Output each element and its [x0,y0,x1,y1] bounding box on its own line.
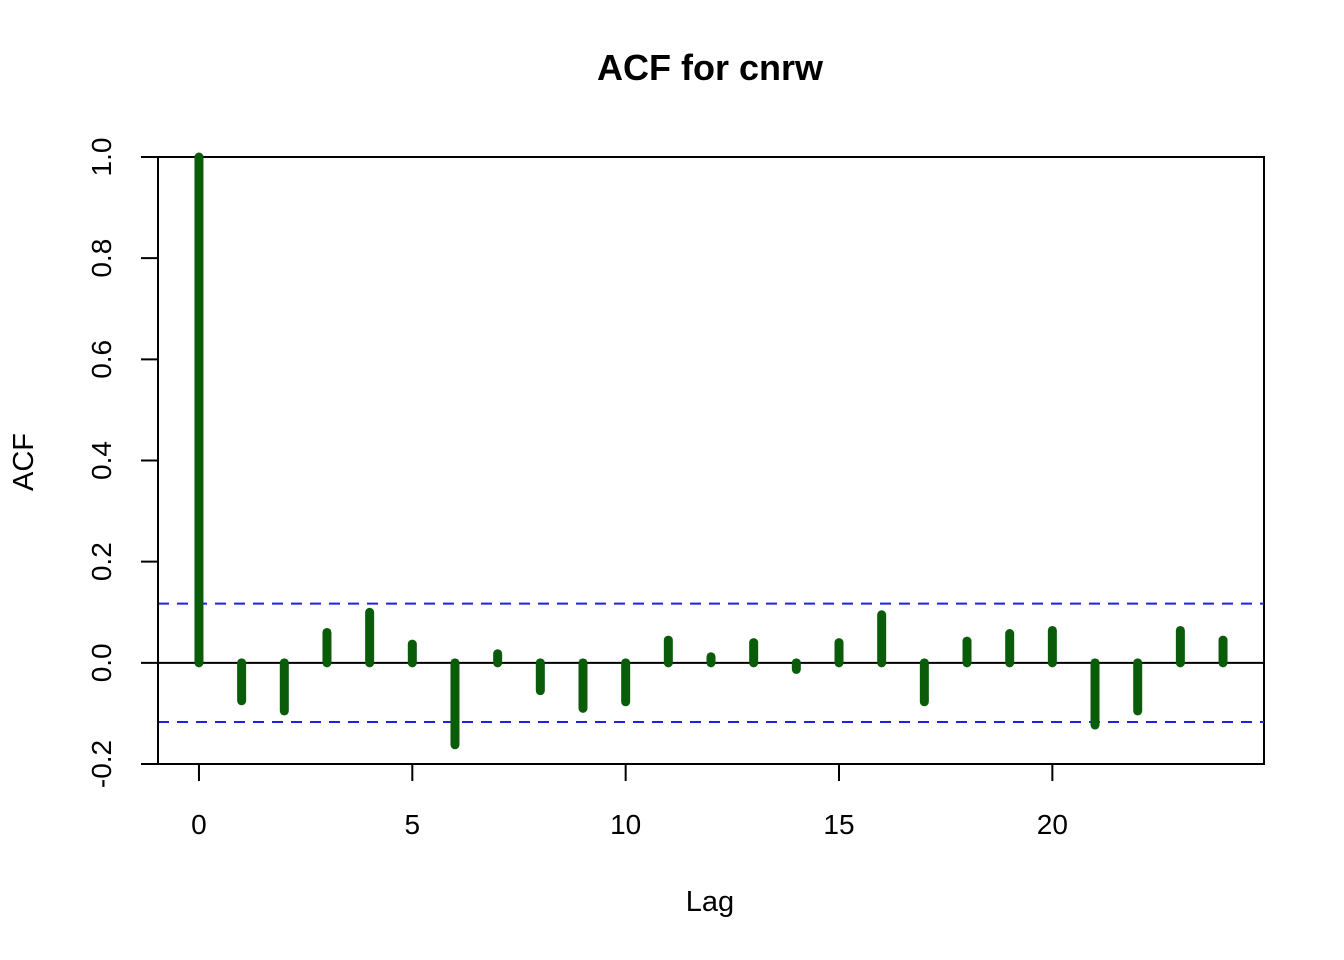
x-tick-label: 15 [823,809,854,840]
x-tick-label: 10 [610,809,641,840]
y-tick-label: 0.2 [86,542,117,581]
x-tick-label: 0 [191,809,207,840]
y-tick-label: 1.0 [86,138,117,177]
chart-title: ACF for cnrw [597,47,824,88]
x-tick-label: 5 [405,809,421,840]
y-tick-label: 0.0 [86,643,117,682]
plot-area: 0 5 10 15 20 -0.2 0.0 0.2 0.4 0.6 0.8 1.0 [86,138,1265,840]
y-tick-label: 0.6 [86,340,117,379]
y-axis-label: ACF [8,433,40,491]
y-tick-label: -0.2 [86,740,117,788]
x-tick-label: 20 [1037,809,1068,840]
x-axis-label: Lag [686,886,734,918]
y-tick-label: 0.4 [86,441,117,480]
y-tick-label: 0.8 [86,239,117,278]
